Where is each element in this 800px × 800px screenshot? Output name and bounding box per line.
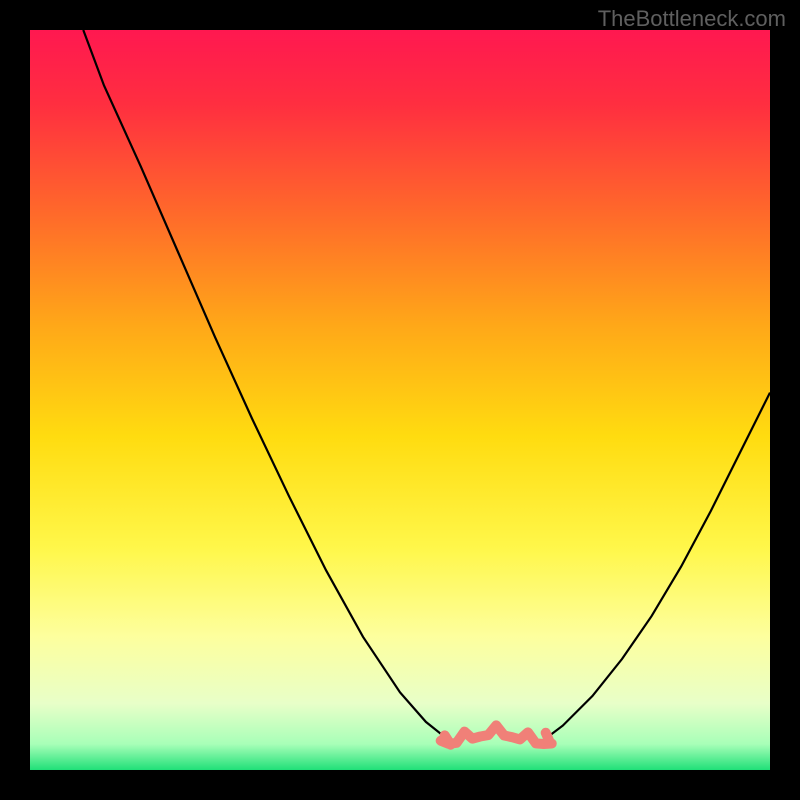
bottleneck-chart xyxy=(30,30,770,770)
chart-background xyxy=(30,30,770,770)
watermark-text: TheBottleneck.com xyxy=(598,6,786,32)
chart-svg xyxy=(30,30,770,770)
